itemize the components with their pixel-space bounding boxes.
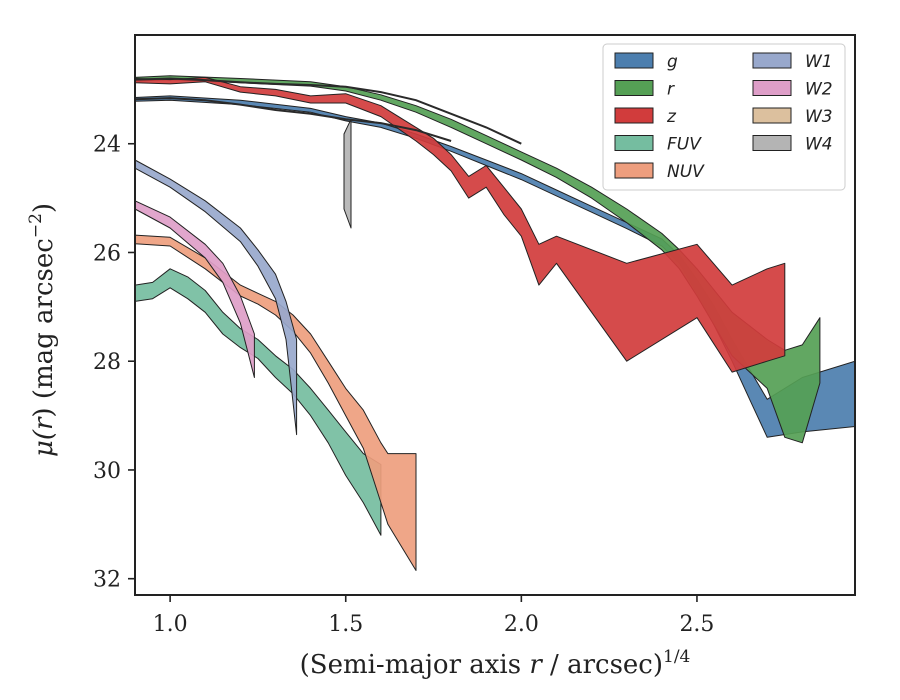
y-tick-label: 26	[93, 241, 121, 266]
profile-line-lower	[135, 97, 452, 142]
legend-label-w2: W2	[805, 80, 833, 100]
y-tick-label: 30	[93, 459, 121, 484]
legend-swatch-fuv	[614, 135, 654, 151]
profile-line-upper	[135, 77, 522, 145]
x-tick-label: 1.5	[328, 612, 363, 637]
legend-label-nuv: NUV	[667, 162, 705, 182]
chart-lines	[135, 77, 522, 145]
x-axis-label: (Semi-major axis r / arcsec)1/4	[300, 647, 691, 680]
legend-swatch-w4	[752, 135, 792, 151]
band-w2	[135, 200, 255, 378]
legend-label-g: g	[667, 52, 678, 72]
legend-swatch-w3	[752, 107, 792, 124]
band-fuv	[135, 268, 382, 536]
band-z	[135, 76, 786, 373]
legend-swatch-z	[614, 107, 654, 124]
legend: grz FUV NUV W1 W2 W3 W4	[602, 43, 846, 191]
legend-swatch-r	[614, 80, 654, 96]
legend-swatch-nuv	[614, 162, 654, 179]
axis-ticks: 1.0 1.5 2.0 2.5 24 26 28 30 32	[93, 133, 714, 637]
x-tick-label: 1.0	[153, 612, 188, 637]
legend-swatch-w1	[752, 52, 792, 69]
x-tick-label: 2.0	[504, 612, 539, 637]
y-axis-label: μ(r) (mag arcsec−2)	[26, 203, 59, 457]
band-w4	[343, 118, 352, 229]
y-tick-label: 24	[93, 133, 121, 158]
legend-label-z: z	[666, 107, 677, 127]
plot-frame	[134, 34, 856, 596]
legend-label-w3: W3	[805, 107, 833, 127]
chart-bands	[135, 75, 855, 571]
band-nuv	[135, 234, 417, 571]
legend-swatch-w2	[752, 80, 792, 96]
y-tick-label: 32	[93, 568, 121, 593]
legend-label-w4: W4	[805, 135, 833, 155]
legend-swatch-g	[614, 52, 654, 69]
y-tick-label: 28	[93, 350, 121, 375]
legend-label-w1: W1	[805, 52, 833, 72]
x-tick-label: 2.5	[679, 612, 714, 637]
band-w1	[135, 159, 298, 436]
legend-label-fuv: FUV	[667, 135, 702, 155]
legend-label-r: r	[667, 80, 675, 100]
